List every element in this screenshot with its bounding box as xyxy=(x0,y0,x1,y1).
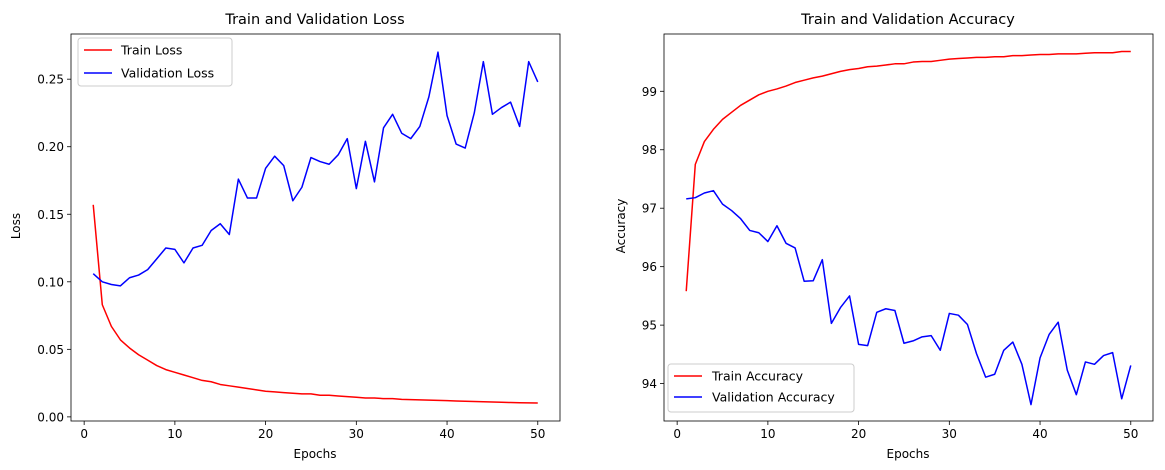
accuracy-chart-line-train-accuracy xyxy=(685,50,1131,292)
accuracy-chart-xtick-label: 50 xyxy=(1123,427,1138,441)
accuracy-chart-xtick-label: 20 xyxy=(851,427,866,441)
accuracy-chart-ytick-label: 95 xyxy=(642,319,657,333)
accuracy-chart-xtick-label: 10 xyxy=(760,427,775,441)
loss-chart-xtick-label: 10 xyxy=(167,427,182,441)
accuracy-chart-ytick-label: 96 xyxy=(642,260,657,274)
loss-chart-legend: Train Loss Validation Loss xyxy=(77,37,233,87)
accuracy-chart-ytick-label: 97 xyxy=(642,202,657,216)
accuracy-chart-legend-label-validation: Validation Accuracy xyxy=(712,390,835,405)
loss-chart-series xyxy=(92,51,539,404)
loss-chart-ylabel: Loss xyxy=(9,213,23,239)
loss-chart-plot-frame xyxy=(70,33,561,422)
accuracy-chart: Train and Validation Accuracy Epochs Acc… xyxy=(614,12,1154,461)
loss-chart-ytick-label: 0.10 xyxy=(37,275,64,289)
loss-chart-ytick-label: 0.00 xyxy=(37,410,64,424)
accuracy-chart-ytick-label: 98 xyxy=(642,143,657,157)
accuracy-chart-line-validation-accuracy xyxy=(686,189,1132,406)
loss-chart-xtick-label: 40 xyxy=(439,427,454,441)
loss-chart-ytick-label: 0.20 xyxy=(37,140,64,154)
accuracy-chart-ticks: 0 10 20 30 40 50 94 95 96 97 98 99 xyxy=(642,85,1139,441)
accuracy-chart-xtick-label: 0 xyxy=(673,427,681,441)
loss-chart-title: Train and Validation Loss xyxy=(224,12,404,28)
loss-chart-ytick-label: 0.25 xyxy=(37,73,64,87)
loss-chart-xlabel: Epochs xyxy=(294,447,337,461)
accuracy-chart-legend: Train Accuracy Validation Accuracy xyxy=(667,363,855,413)
accuracy-chart-legend-box xyxy=(667,363,855,413)
accuracy-chart-xtick-label: 40 xyxy=(1032,427,1047,441)
loss-chart-xtick-label: 30 xyxy=(349,427,364,441)
loss-chart-xtick-label: 0 xyxy=(80,427,88,441)
loss-chart-legend-label-validation: Validation Loss xyxy=(121,66,214,81)
accuracy-chart-plot-frame xyxy=(663,33,1154,422)
loss-chart-ytick-label: 0.05 xyxy=(37,343,64,357)
accuracy-chart-ytick-label: 94 xyxy=(642,377,657,391)
accuracy-chart-xtick-label: 30 xyxy=(942,427,957,441)
accuracy-chart-ytick-label: 99 xyxy=(642,85,657,99)
loss-chart-ticks: 0 10 20 30 40 50 0.00 0.05 0.10 0.15 0.20 0.25 xyxy=(37,73,545,441)
accuracy-chart-title: Train and Validation Accuracy xyxy=(800,12,1015,28)
accuracy-chart-ylabel: Accuracy xyxy=(614,199,628,254)
loss-chart-xtick-label: 20 xyxy=(258,427,273,441)
loss-chart-xtick-label: 50 xyxy=(530,427,545,441)
loss-chart-line-train-loss xyxy=(92,204,538,404)
accuracy-chart-legend-label-train: Train Accuracy xyxy=(711,369,804,384)
loss-chart-legend-box xyxy=(77,37,233,87)
loss-chart-line-validation-loss xyxy=(92,51,539,287)
loss-chart-ytick-label: 0.15 xyxy=(37,208,64,222)
accuracy-chart-series xyxy=(685,50,1132,406)
accuracy-chart-xlabel: Epochs xyxy=(887,447,930,461)
loss-chart-legend-label-train: Train Loss xyxy=(120,43,182,58)
loss-chart: Train and Validation Loss Epochs Loss 0 1… xyxy=(9,12,561,461)
